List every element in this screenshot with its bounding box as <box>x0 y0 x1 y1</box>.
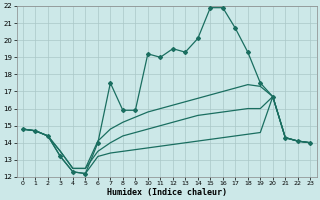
X-axis label: Humidex (Indice chaleur): Humidex (Indice chaleur) <box>107 188 227 197</box>
